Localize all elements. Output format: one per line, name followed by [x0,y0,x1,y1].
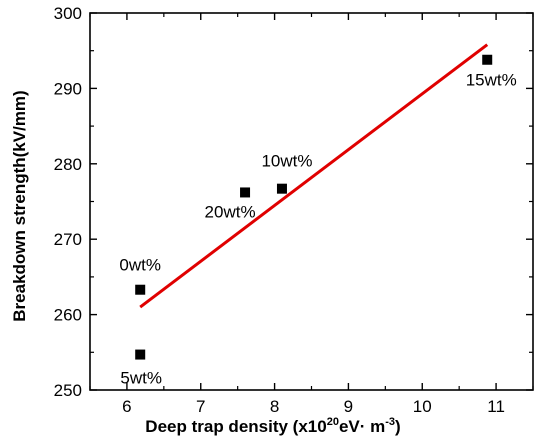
point-label: 20wt% [205,202,256,221]
y-tick-label: 260 [54,306,82,325]
x-tick-label: 8 [270,397,279,416]
data-point [135,349,146,360]
x-tick-label: 6 [122,397,131,416]
plot-frame [89,12,534,391]
x-tick-label: 11 [487,397,505,416]
x-tick-label: 7 [196,397,205,416]
data-point [135,284,146,295]
y-tick-label: 300 [54,4,82,23]
x-axis-title: Deep trap density (x1020eV· m-3) [145,416,400,436]
point-labels: 0wt% 5wt% 20wt% 10wt% 15wt% [119,71,516,388]
y-axis-title: Breakdown strength(kV/mm) [10,90,29,321]
x-tick-label: 10 [413,397,432,416]
point-label: 0wt% [119,256,161,275]
y-tick-label: 270 [54,230,82,249]
point-label: 10wt% [261,152,312,171]
data-point [276,183,287,194]
y-tick-label: 250 [54,381,82,400]
y-tick-label: 280 [54,155,82,174]
point-label: 5wt% [120,369,162,388]
data-point [240,187,251,198]
y-tick-label: 290 [54,79,82,98]
points [135,54,493,360]
fit-line-group [139,43,489,309]
fit-line [139,43,489,309]
axes [89,12,534,391]
point-label: 15wt% [466,71,517,90]
x-tick-label: 9 [344,397,353,416]
data-point [482,54,493,65]
ticks: 6 7 8 9 10 11 250 260 270 280 290 300 [54,4,534,416]
